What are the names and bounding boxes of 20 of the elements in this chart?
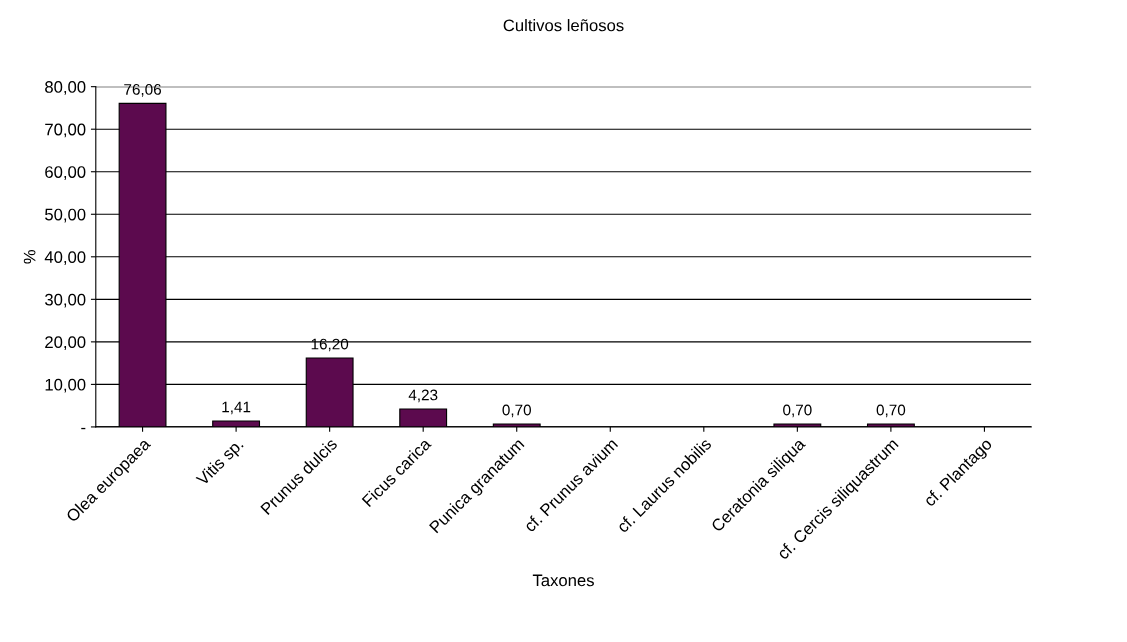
chart-title: Cultivos leñosos xyxy=(503,19,624,32)
data-label: 0,70 xyxy=(502,404,531,418)
x-axis-title: Taxones xyxy=(532,574,594,587)
y-tick-label: 40,00 xyxy=(44,251,86,265)
y-tick-label: 10,00 xyxy=(45,378,86,393)
y-tick-label: 20,00 xyxy=(45,336,86,351)
data-label: 0,70 xyxy=(876,404,906,418)
x-tick-label: Vitis sp. xyxy=(195,437,247,489)
y-tick-label: 70,00 xyxy=(45,123,86,138)
y-tick-label: - xyxy=(81,427,86,430)
data-label: 16,20 xyxy=(311,338,349,352)
y-axis-title: % xyxy=(23,249,36,264)
y-tick-label: 80,00 xyxy=(45,81,86,95)
y-tick-label: 30,00 xyxy=(45,293,86,308)
data-label: 1,41 xyxy=(222,401,251,415)
data-label: 4,23 xyxy=(408,389,438,403)
data-label: 76,06 xyxy=(124,84,162,97)
y-tick-label: 60,00 xyxy=(45,166,86,180)
data-label: 0,70 xyxy=(783,404,812,418)
y-tick-label: 50,00 xyxy=(45,208,86,223)
